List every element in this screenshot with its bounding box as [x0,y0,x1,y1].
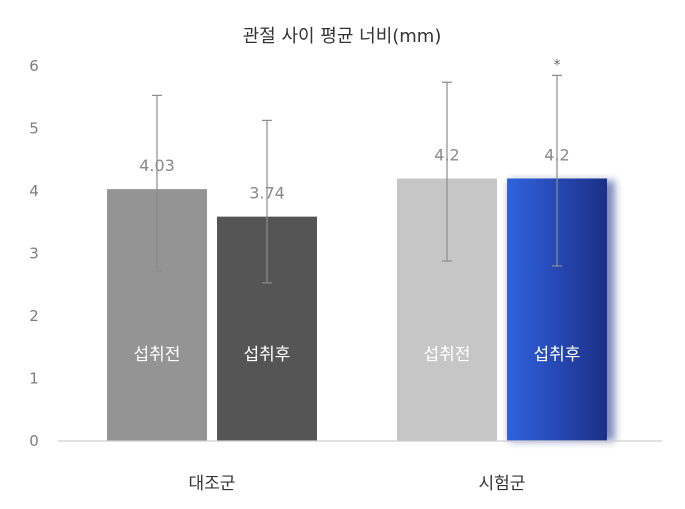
y-tick-label: 3 [29,245,39,263]
x-axis: 대조군 시험군 [189,474,526,494]
y-axis: 0 1 2 3 4 5 6 [29,57,39,450]
y-tick-label: 2 [29,307,39,325]
bars: 4.03 섭취전 3.74 섭취후 4.2 섭취전 4.2 섭취후 * [107,57,615,441]
x-category-label: 시험군 [479,474,526,494]
error-bar [262,119,272,284]
error-bar [442,81,452,262]
bar-inner-label: 섭취전 [424,345,471,365]
y-tick-label: 1 [29,370,39,388]
error-bar [152,94,162,272]
error-bar [552,74,562,267]
value-label: 4.2 [544,146,569,165]
chart-title: 관절 사이 평균 너비(mm) [243,26,442,47]
y-tick-label: 5 [29,120,39,138]
bar-inner-label: 섭취후 [244,345,291,365]
x-category-label: 대조군 [189,474,236,494]
significance-mark: * [554,57,561,73]
y-tick-label: 4 [29,182,39,200]
y-tick-label: 6 [29,57,39,75]
value-label: 4.03 [139,156,175,175]
y-tick-label: 0 [29,432,39,450]
bar-inner-label: 섭취전 [134,345,181,365]
bar-inner-label: 섭취후 [534,345,581,365]
value-label: 3.74 [249,184,285,203]
value-label: 4.2 [434,146,459,165]
